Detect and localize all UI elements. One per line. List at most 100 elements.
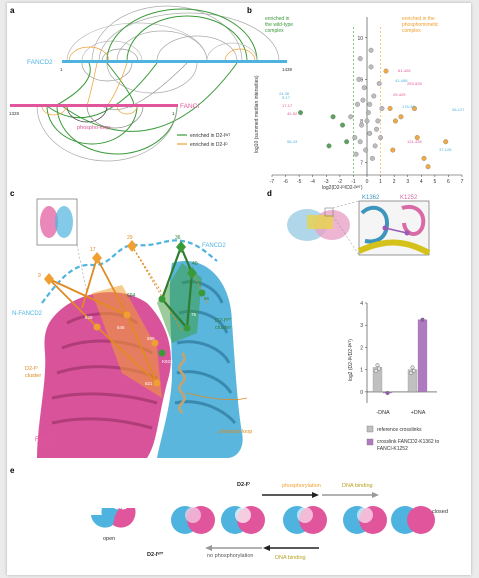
d2iwt-cluster-2: cluster: [215, 325, 231, 331]
d2ip-label-e: D2-Iᴰ: [237, 481, 250, 488]
legend-d-xl-1: crosslink FANCD2-K1362 to: [377, 439, 439, 445]
panel-a-letter: a: [10, 6, 15, 15]
b-xtick-label: 0: [366, 179, 369, 185]
scatter-point: [356, 76, 362, 82]
scatter-annotation: 9-17: [282, 95, 291, 100]
res-36: 36: [175, 235, 181, 241]
fancd2-sequence-bar: [62, 60, 287, 63]
phospho-loop-label-a: phospho-loop: [77, 125, 110, 131]
legend-a-d: enriched in D2-Iᴰ: [190, 142, 228, 148]
scatter-point: [359, 122, 365, 128]
b-xtick-label: 1: [379, 179, 382, 185]
phosphorylation-label: phosphorylation: [282, 483, 321, 489]
scatter-point: [379, 106, 385, 111]
scatter-point: [387, 106, 393, 111]
scatter-point: [412, 106, 417, 111]
b-xtick-label: -2: [338, 179, 343, 185]
scatter-point: [330, 114, 336, 120]
scatter-point: [353, 151, 359, 157]
fanci-start-tick: 1328: [9, 111, 20, 116]
scatter-annotation: 17-17: [282, 103, 293, 108]
scatter-point: [348, 114, 354, 120]
panel-a: a: [9, 5, 293, 162]
scatter-point: [390, 147, 396, 153]
scatter-annotation: 24-36: [279, 91, 290, 96]
b-xtick-label: -7: [270, 179, 275, 185]
scatter-point: [372, 143, 378, 149]
bar: [417, 319, 428, 393]
phospho-label-2: phosphomimetic: [402, 22, 439, 28]
bar-replicate-point: [409, 371, 414, 376]
dna-binding-top: DNA binding: [342, 483, 373, 489]
b-xtick-label: 4: [420, 179, 423, 185]
b-ytick-label: 10: [357, 36, 363, 42]
wt-label-1: enriched in: [265, 16, 290, 22]
panel-c: c: [10, 189, 252, 458]
scatter-annotation: 40-52: [287, 111, 298, 116]
scatter-point: [378, 135, 384, 141]
res-17: 17: [90, 247, 96, 253]
b-ytick-label: 9: [360, 77, 363, 83]
scatter-point: [298, 110, 303, 116]
scatter-point: [367, 130, 373, 136]
fanci-sequence-bar: [10, 104, 178, 107]
scatter-annotation: 176-36: [402, 104, 415, 109]
scatter-point: [414, 135, 420, 141]
scatter-point: [425, 164, 431, 170]
scatter-point: [326, 143, 332, 149]
scatter-annotation: 36-127: [452, 107, 465, 112]
scatter-point: [340, 122, 346, 128]
fanci-label-a: FANCI: [180, 103, 199, 110]
b-ytick-label: 8: [360, 119, 363, 125]
d-category-label: +DNA: [411, 410, 426, 416]
scatter-point: [421, 155, 427, 161]
b-xtick-label: 7: [461, 179, 464, 185]
scatter-annotation: 41-458: [395, 78, 408, 83]
scatter-point: [357, 56, 363, 62]
d2iwt-label-e: D2-Iᵂᵀ: [147, 551, 164, 558]
res-694: 694: [127, 293, 136, 299]
res-29: 29: [127, 235, 133, 241]
wt-label-3: complex: [265, 28, 284, 34]
res-628: 628: [85, 315, 93, 320]
residue-markers: 9 17 29 36 40 694 75 85 K923 589 621 628…: [38, 235, 210, 387]
k1362-label: K1362: [362, 195, 380, 201]
fancd2-label-a: FANCD2: [27, 59, 53, 66]
scatter-point: [352, 135, 358, 141]
d2iwt-cluster-1: D2-Iᵂᵀ: [215, 317, 232, 324]
phospho-loop-label-c: phospho-loop: [219, 429, 252, 435]
scatter-point: [364, 118, 370, 124]
bar-replicate-point: [410, 365, 415, 370]
scatter-point: [360, 97, 366, 103]
fancd2-start-tick: 1: [60, 67, 63, 72]
wt-label-2: the wild-type: [265, 22, 293, 28]
d-ytick-label: 0: [360, 390, 363, 396]
legend-d-ref: reference crosslinks: [377, 427, 422, 433]
d-ytick-label: 2: [360, 345, 363, 351]
scatter-annotation: 253-528: [407, 81, 422, 86]
scatter-point: [368, 47, 374, 53]
scatter-point: [344, 139, 350, 145]
scatter-point: [376, 81, 382, 86]
b-xtick-label: 2: [393, 179, 396, 185]
d-category-label: -DNA: [376, 410, 390, 416]
res-k923: K923: [162, 359, 173, 364]
fancd2-end-tick: 1439: [282, 67, 293, 72]
scatter-annotation: 61-426: [398, 68, 411, 73]
no-phosphorylation-label: no phosphorylation: [207, 553, 253, 559]
panel-e: e open D2-Iᴰ phosphorylation DNA binding…: [10, 466, 448, 561]
b-xtick-label: 6: [447, 179, 450, 185]
b-xtick-label: 3: [406, 179, 409, 185]
state-blobs: [171, 506, 435, 534]
dna-binding-bottom: DNA binding: [275, 555, 306, 561]
b-xlabel: log2(D2-Iᴰ/D2-Iᵂᵀ): [322, 185, 363, 191]
panel-b-letter: b: [247, 6, 252, 15]
scatter-annotation: 56-43: [287, 139, 298, 144]
phospho-label-3: complex: [402, 28, 421, 34]
open-label: open: [103, 536, 115, 542]
res-621: 621: [145, 381, 153, 386]
panel-d: d K1362 K1252 log2 (D2-Iᴰ/D2-Iᵂᵀ) 4 3 2 1 0 -…: [267, 189, 439, 452]
scatter-annotation: 37-128: [439, 147, 452, 152]
scatter-plot: -7 -6 -5 -4 -3 -2 -1 0 1 2 3 4 5 6 7 10 9 8 7 36-127 61-426 4…: [270, 17, 465, 185]
scatter-point: [367, 101, 373, 107]
